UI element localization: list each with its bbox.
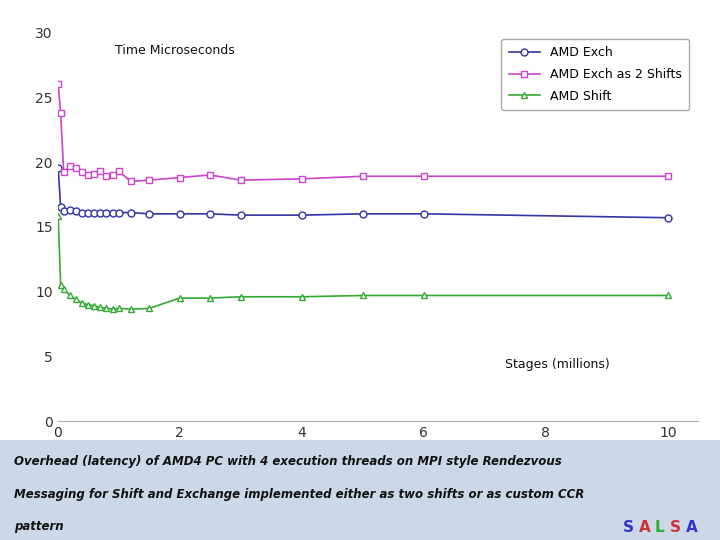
Text: Time Microseconds: Time Microseconds (115, 44, 235, 57)
AMD Exch as 2 Shifts (84, 172, 92, 178)
AMD Shift (108, 306, 117, 312)
AMD Exch as 2 Shifts (108, 172, 117, 178)
AMD Exch (114, 210, 123, 216)
AMD Exch as 2 Shifts (145, 177, 153, 184)
AMD Exch as 2 Shifts (420, 173, 428, 179)
AMD Shift (66, 292, 74, 299)
AMD Exch as 2 Shifts (114, 168, 123, 174)
AMD Exch as 2 Shifts (664, 173, 672, 179)
AMD Exch as 2 Shifts (96, 168, 104, 174)
AMD Exch as 2 Shifts (102, 173, 111, 179)
AMD Shift (420, 292, 428, 299)
AMD Exch (297, 212, 306, 218)
AMD Exch as 2 Shifts (66, 163, 74, 169)
AMD Shift (54, 213, 63, 220)
AMD Exch as 2 Shifts (127, 178, 135, 185)
AMD Exch (127, 210, 135, 216)
Line: AMD Shift: AMD Shift (55, 213, 671, 313)
Text: S: S (623, 520, 634, 535)
AMD Exch as 2 Shifts (359, 173, 367, 179)
AMD Exch (102, 210, 111, 217)
AMD Shift (59, 286, 68, 292)
Text: A: A (686, 520, 698, 535)
Text: Stages (millions): Stages (millions) (505, 357, 610, 370)
AMD Exch (56, 204, 65, 211)
AMD Shift (145, 305, 153, 312)
AMD Exch as 2 Shifts (78, 169, 86, 176)
AMD Exch (66, 207, 74, 213)
Text: S: S (670, 520, 681, 535)
AMD Shift (96, 304, 104, 310)
AMD Shift (176, 295, 184, 301)
AMD Exch (71, 208, 80, 214)
AMD Exch as 2 Shifts (236, 177, 245, 184)
AMD Shift (206, 295, 215, 301)
AMD Shift (297, 294, 306, 300)
AMD Exch (176, 211, 184, 217)
AMD Exch (359, 211, 367, 217)
AMD Exch as 2 Shifts (90, 171, 99, 177)
Line: AMD Exch as 2 Shifts: AMD Exch as 2 Shifts (55, 81, 671, 185)
AMD Exch as 2 Shifts (176, 174, 184, 181)
AMD Exch as 2 Shifts (59, 169, 68, 176)
AMD Exch (90, 210, 99, 216)
Text: A: A (639, 520, 650, 535)
AMD Exch (420, 211, 428, 217)
AMD Exch (78, 210, 86, 216)
AMD Shift (71, 296, 80, 302)
AMD Exch as 2 Shifts (56, 110, 65, 116)
AMD Exch (84, 210, 92, 216)
AMD Exch as 2 Shifts (206, 172, 215, 178)
AMD Exch as 2 Shifts (54, 81, 63, 87)
Text: Overhead (latency) of AMD4 PC with 4 execution threads on MPI style Rendezvous: Overhead (latency) of AMD4 PC with 4 exe… (14, 455, 562, 468)
AMD Shift (102, 305, 111, 312)
AMD Exch (236, 212, 245, 218)
AMD Shift (664, 292, 672, 299)
AMD Shift (127, 306, 135, 312)
AMD Shift (56, 282, 65, 288)
Legend: AMD Exch, AMD Exch as 2 Shifts, AMD Shift: AMD Exch, AMD Exch as 2 Shifts, AMD Shif… (501, 39, 690, 110)
AMD Exch (108, 210, 117, 216)
Text: L: L (654, 520, 664, 535)
AMD Exch as 2 Shifts (297, 176, 306, 182)
AMD Exch (96, 210, 104, 216)
AMD Shift (78, 300, 86, 307)
AMD Shift (84, 301, 92, 308)
Text: Messaging for Shift and Exchange implemented either as two shifts or as custom C: Messaging for Shift and Exchange impleme… (14, 488, 585, 501)
AMD Shift (114, 305, 123, 312)
AMD Shift (90, 302, 99, 309)
AMD Exch (145, 211, 153, 217)
AMD Shift (359, 292, 367, 299)
AMD Exch (206, 211, 215, 217)
AMD Exch as 2 Shifts (71, 165, 80, 172)
AMD Exch (54, 165, 63, 172)
Text: pattern: pattern (14, 520, 64, 533)
AMD Exch (664, 214, 672, 221)
Line: AMD Exch: AMD Exch (55, 165, 671, 221)
AMD Shift (236, 294, 245, 300)
AMD Exch (59, 208, 68, 214)
